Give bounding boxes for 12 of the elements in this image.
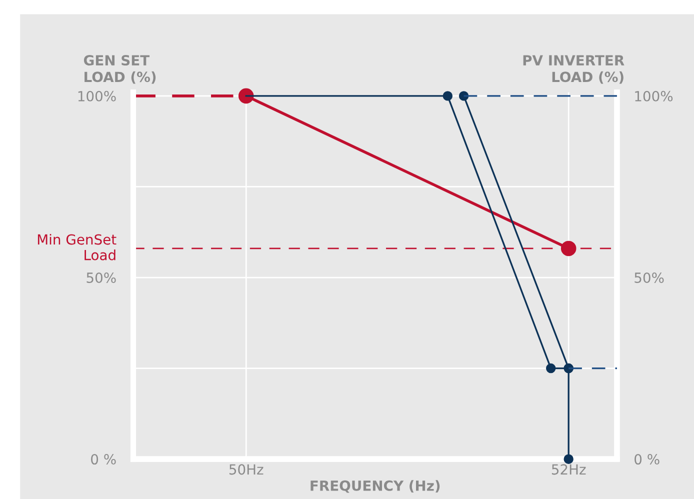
y2-tick-label: 0 % (634, 454, 660, 465)
y2-tick-label: 50% (634, 272, 664, 283)
y2-axis-title: PV INVERTER LOAD (%) (523, 55, 624, 84)
y-tick-label: 100% (78, 90, 116, 102)
y-tick-label: 50% (86, 272, 116, 283)
y-axis-title: GEN SET LOAD (%) (84, 55, 156, 84)
x-tick-label: 50Hz (229, 464, 264, 475)
x-tick-label: 52Hz (552, 464, 586, 475)
y2-tick-label: 100% (635, 90, 673, 102)
y-tick-label: 0 % (91, 454, 116, 465)
x-axis-title: FREQUENCY (Hz) (310, 480, 440, 493)
ref-line-label: Min GenSet Load (38, 234, 116, 260)
